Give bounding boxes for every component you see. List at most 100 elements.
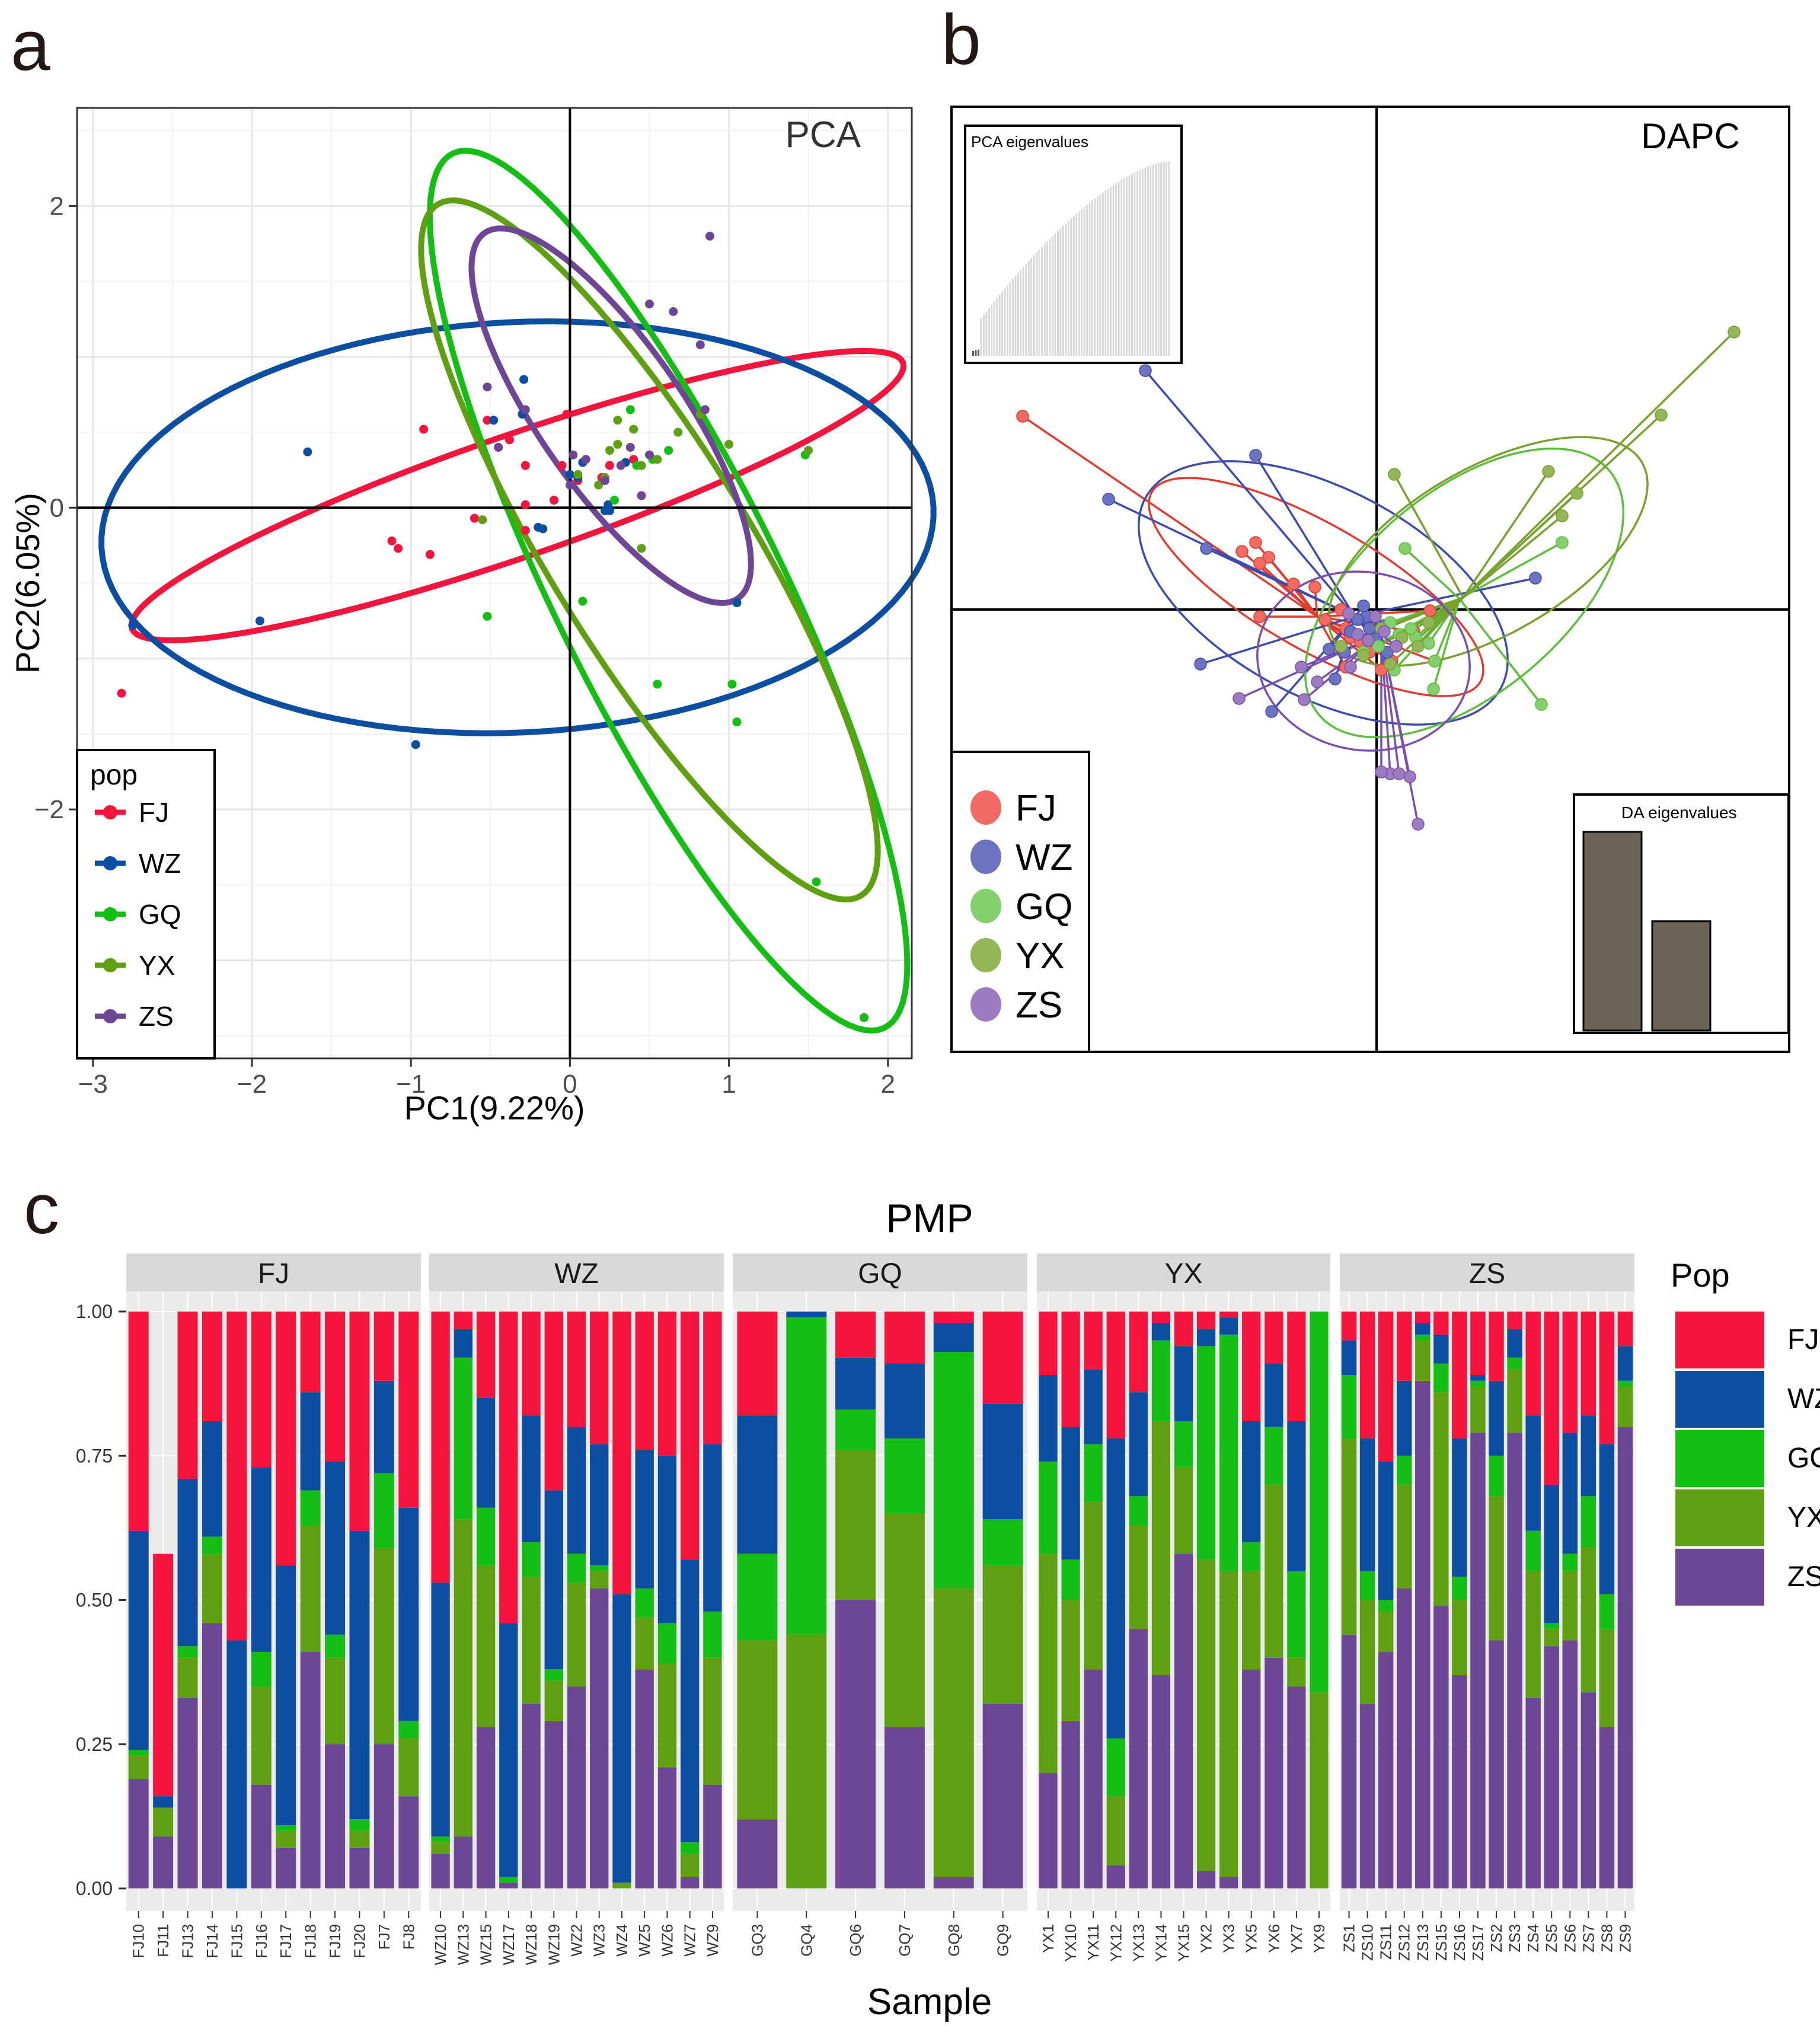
pca-eigen-bar xyxy=(1110,187,1112,356)
pmp-xtick-label: FJ13 xyxy=(179,1924,197,1958)
pca-legend-title: pop xyxy=(90,760,138,791)
pmp-bar-segment-gq xyxy=(251,1652,272,1687)
pca-eigen-bar xyxy=(1078,211,1080,356)
pca-legend-label-fj: FJ xyxy=(139,797,169,828)
pmp-bar-segment-fj xyxy=(1341,1312,1357,1341)
pmp-bar-segment-gq xyxy=(1265,1427,1283,1485)
pmp-bar-segment-fj xyxy=(476,1312,496,1398)
pmp-bar-segment-yx xyxy=(1507,1369,1522,1433)
pca-point-zs xyxy=(644,450,654,460)
dapc-point-fj xyxy=(1016,410,1029,423)
pmp-bar-segment-wz xyxy=(1129,1392,1148,1497)
dapc-legend-key-fj xyxy=(970,790,1001,825)
pmp-facet-panel-fj xyxy=(126,1291,421,1911)
pmp-bar-segment-wz xyxy=(1525,1415,1541,1531)
pmp-bar-segment-zs xyxy=(1196,1871,1216,1888)
pmp-xtick-label: WZ13 xyxy=(454,1924,472,1965)
pca-eigen-bar xyxy=(1141,168,1144,356)
pmp-bar-segment-gq xyxy=(1562,1553,1578,1571)
pca-legend-label-gq: GQ xyxy=(139,899,181,930)
pmp-bar-segment-zs xyxy=(590,1588,609,1888)
pmp-bar-segment-yx xyxy=(1544,1629,1559,1647)
pmp-bar-segment-fj xyxy=(1470,1312,1486,1376)
pmp-facet-label-fj: FJ xyxy=(258,1258,289,1290)
pca-legend-dot-fj xyxy=(103,805,117,819)
pca-point-fj xyxy=(562,410,571,419)
dapc-point-wz xyxy=(1249,449,1262,462)
pca-point-zs xyxy=(483,382,492,392)
pca-legend-box xyxy=(76,749,216,1060)
pmp-bar-segment-yx xyxy=(1084,1502,1103,1670)
pmp-bar-segment-yx xyxy=(612,1883,631,1888)
pmp-bar-segment-yx xyxy=(1378,1611,1394,1652)
pca-x-axis-title: PC1(9.22%) xyxy=(404,1089,585,1127)
dapc-point-fj xyxy=(1235,545,1249,558)
pmp-bar-segment-yx xyxy=(153,1807,174,1837)
pmp-bar-segment-fj xyxy=(1599,1312,1615,1444)
pmp-bar-segment-fj xyxy=(982,1312,1023,1404)
pmp-legend-label-wz: WZ xyxy=(1787,1383,1820,1415)
pmp-ytick-label: 0.50 xyxy=(76,1590,113,1611)
pmp-bar-segment-gq xyxy=(590,1565,609,1571)
pmp-bar-segment-gq xyxy=(1396,1456,1412,1485)
pmp-bar-segment-fj xyxy=(226,1312,247,1641)
pca-eigen-bar xyxy=(1009,282,1011,356)
pmp-bar-segment-yx xyxy=(933,1588,974,1877)
pmp-bar-segment-zs xyxy=(1265,1657,1283,1888)
da-eigen-bar xyxy=(1582,831,1643,1032)
pmp-xtick-label: FJ8 xyxy=(400,1924,417,1950)
pmp-bar-segment-wz xyxy=(1544,1484,1559,1623)
pca-legend-dot-yx xyxy=(103,958,117,972)
pca-eigen-bar xyxy=(1038,249,1040,356)
pca-point-zs xyxy=(600,476,609,485)
pmp-legend-key-wz xyxy=(1675,1371,1764,1428)
pmp-bar-segment-fj xyxy=(153,1553,174,1797)
pmp-bar-segment-zs xyxy=(476,1727,496,1888)
pmp-bar-segment-fj xyxy=(1525,1312,1541,1416)
pca-eigen-bar xyxy=(1033,255,1035,356)
pmp-bar-segment-zs xyxy=(1129,1629,1148,1888)
pmp-bar-segment-zs xyxy=(1378,1652,1394,1888)
dapc-point-zs xyxy=(1342,607,1355,620)
pmp-bar-segment-gq xyxy=(1617,1380,1633,1387)
pca-point-wz xyxy=(489,416,499,425)
pca-point-zs xyxy=(705,231,714,241)
pmp-bar-segment-yx xyxy=(349,1830,370,1848)
pca-eigen-bar xyxy=(1020,270,1022,356)
pmp-bar-segment-fj xyxy=(1580,1312,1597,1416)
dapc-link-yx xyxy=(1462,515,1563,599)
pmp-bar-segment-fj xyxy=(1452,1312,1467,1439)
dapc-point-zs xyxy=(1393,767,1406,780)
pca-eigen-bar xyxy=(1059,228,1062,356)
pmp-bar-segment-fj xyxy=(1617,1312,1633,1347)
dapc-point-fj xyxy=(1249,536,1262,549)
pca-point-fj xyxy=(550,496,559,505)
pca-point-zs xyxy=(637,491,646,500)
pmp-bar-segment-yx xyxy=(567,1582,586,1687)
dapc-legend-label-yx: YX xyxy=(1016,936,1065,977)
pmp-bar-segment-gq xyxy=(1151,1340,1171,1421)
pca-panel: −3 −2 −1 0 1 2 −2 0 2 PC1(9.22%) PC2(6.05%) PCA popF… xyxy=(9,107,937,1127)
pmp-bar-segment-fj xyxy=(1061,1312,1080,1427)
pca-eigen-bar xyxy=(1075,213,1078,356)
pca-point-gq xyxy=(578,596,587,606)
pmp-xtick-label: YX6 xyxy=(1265,1924,1283,1953)
pmp-xtick-label: FJ19 xyxy=(326,1924,344,1958)
pmp-bar-segment-zs xyxy=(1470,1432,1486,1888)
pca-legend-dot-wz xyxy=(103,856,117,870)
pmp-bar-segment-zs xyxy=(1039,1773,1058,1888)
pca-eigen-bar xyxy=(1062,225,1064,356)
pmp-bar-segment-wz xyxy=(1378,1461,1394,1600)
pmp-bar-segment-gq xyxy=(635,1588,654,1617)
dapc-point-yx xyxy=(1542,465,1555,478)
pmp-bar-segment-yx xyxy=(1196,1559,1216,1871)
pca-eigen-bar xyxy=(1086,205,1088,356)
pmp-bar-segment-gq xyxy=(737,1553,778,1641)
dapc-point-zs xyxy=(1369,610,1382,623)
dapc-ellipse-gq xyxy=(1304,447,1625,739)
dapc-point-fj xyxy=(1308,580,1321,594)
pmp-bar-segment-yx xyxy=(590,1571,609,1589)
pca-eigen-bar xyxy=(1150,165,1152,356)
pmp-bar-segment-gq xyxy=(1310,1312,1329,1693)
